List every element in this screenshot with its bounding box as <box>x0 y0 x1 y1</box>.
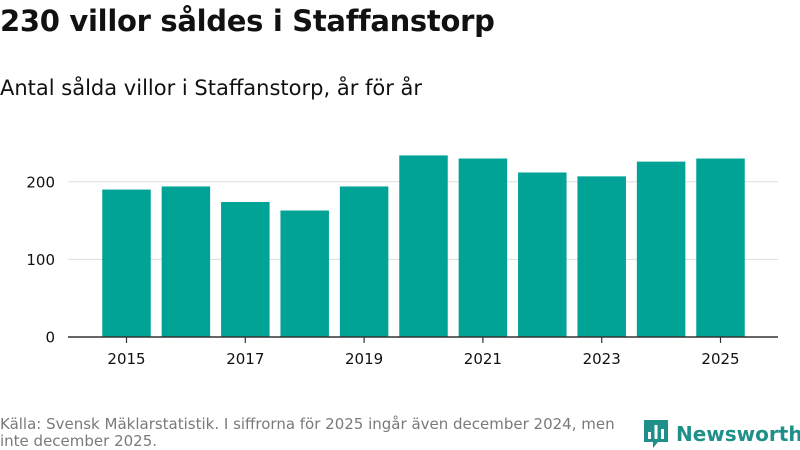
x-tick-label: 2023 <box>583 350 621 368</box>
y-tick-label: 0 <box>45 329 55 347</box>
brand-logo: Newsworthy <box>644 420 800 448</box>
bar-2025 <box>696 158 745 337</box>
bar-2020 <box>399 155 448 337</box>
x-tick-label: 2025 <box>701 350 739 368</box>
x-tick-label: 2019 <box>345 350 383 368</box>
bar-2015 <box>102 189 151 337</box>
x-tick-label: 2017 <box>226 350 264 368</box>
bar-2023 <box>577 176 626 337</box>
y-tick-label: 100 <box>26 251 55 269</box>
brand-name: Newsworthy <box>676 422 800 446</box>
chart-title: 230 villor såldes i Staffanstorp <box>0 4 495 38</box>
bar-2019 <box>339 186 389 337</box>
source-note: Källa: Svensk Mäklarstatistik. I siffror… <box>0 415 615 450</box>
x-tick-label: 2021 <box>464 350 502 368</box>
bar-2021 <box>458 158 508 337</box>
bar-chart: 0 100 200 2015 2017 2019 2021 2023 2025 <box>26 155 778 368</box>
y-tick-label: 200 <box>26 173 55 191</box>
bar-chart-logo-icon <box>644 420 668 448</box>
bar-2024 <box>636 161 686 337</box>
bar-2022 <box>518 172 567 337</box>
x-tick-label: 2015 <box>107 350 145 368</box>
bar-2018 <box>280 210 329 337</box>
bar-2017 <box>221 201 270 337</box>
chart-subtitle: Antal sålda villor i Staffanstorp, år fö… <box>0 76 423 100</box>
bar-2016 <box>161 186 211 337</box>
